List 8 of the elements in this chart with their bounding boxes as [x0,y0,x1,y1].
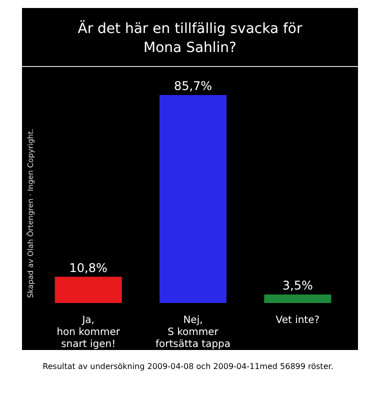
chart-title: Är det här en tillfällig svacka för Mona Sahlin? [76,19,304,58]
data-label: 85,7% [174,79,212,93]
text: Resultat av undersökning 2009-04-08 och 2009-04-11med 56899 röster. [42,362,334,371]
x-tick-label: Vet inte? [276,315,320,326]
data-label: 10,8% [69,260,108,275]
data-label: 3,5% [282,278,313,293]
x-tick-label: Nej, S kommer fortsätta tappa [155,315,231,350]
x-tick-label: Ja, hon kommer snart igen! [56,315,121,350]
